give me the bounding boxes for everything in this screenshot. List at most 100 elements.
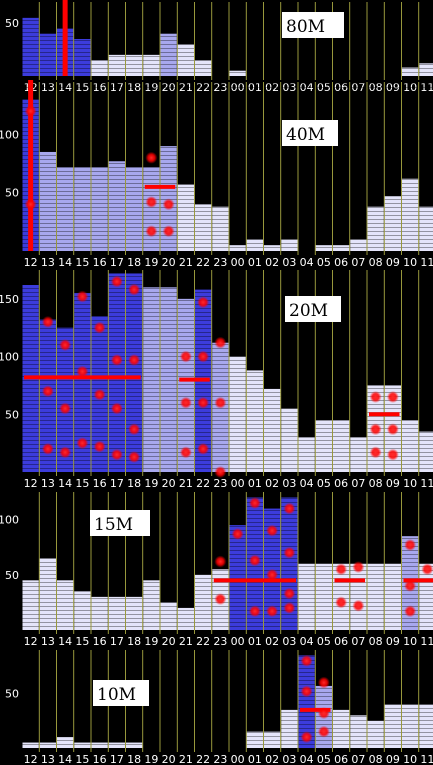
hour-label-15: 15 [75, 753, 89, 765]
y-tick-label: 50 [5, 17, 19, 30]
hour-label-05: 05 [317, 753, 331, 765]
hour-label-12: 12 [24, 477, 38, 490]
data-dot [110, 354, 123, 367]
data-dot [41, 442, 54, 455]
cursor-bar [28, 80, 34, 251]
data-dot [145, 196, 158, 209]
bar-21 [177, 607, 194, 630]
hour-label-20: 20 [162, 256, 176, 269]
bar-02 [264, 388, 281, 472]
hour-label-20: 20 [162, 635, 176, 648]
data-dot [179, 396, 192, 409]
bar-21 [177, 298, 194, 472]
bar-22 [195, 60, 212, 76]
bar-23 [212, 206, 229, 251]
bar-18 [126, 596, 143, 630]
hour-label-08: 08 [369, 753, 383, 765]
bar-11 [419, 63, 433, 76]
bar-06 [333, 245, 350, 251]
bar-13 [39, 558, 56, 630]
band-label-box [93, 680, 149, 706]
hour-label-04: 04 [300, 256, 314, 269]
hour-label-13: 13 [41, 256, 55, 269]
data-dot [214, 555, 227, 568]
hour-label-08: 08 [369, 635, 383, 648]
bar-14 [57, 580, 74, 630]
bar-12 [22, 580, 39, 630]
bar-17 [108, 596, 125, 630]
bar-14 [57, 327, 74, 472]
hour-label-09: 09 [386, 81, 400, 94]
data-dot [179, 350, 192, 363]
hour-label-17: 17 [110, 256, 124, 269]
data-dot [110, 275, 123, 288]
hour-label-03: 03 [282, 635, 296, 648]
hour-label-07: 07 [351, 477, 365, 490]
hour-label-23: 23 [213, 256, 227, 269]
hour-label-01: 01 [248, 477, 262, 490]
data-dot [283, 502, 296, 515]
hour-label-18: 18 [127, 256, 141, 269]
bar-18 [126, 54, 143, 76]
data-dot [283, 601, 296, 614]
bar-11 [419, 431, 433, 472]
data-dot [59, 446, 72, 459]
hour-label-07: 07 [351, 753, 365, 765]
panel-80m: 5012131415161718192021222300010203040506… [5, 0, 433, 94]
bar-06 [333, 420, 350, 472]
band-label: 40M [286, 125, 325, 145]
bar-16 [91, 60, 108, 76]
hour-label-15: 15 [75, 256, 89, 269]
data-dot [300, 731, 313, 744]
data-dot [386, 390, 399, 403]
bar-09 [384, 196, 401, 251]
bar-03 [281, 709, 298, 748]
hour-label-02: 02 [265, 256, 279, 269]
hour-label-00: 00 [231, 256, 245, 269]
data-dot [266, 605, 279, 618]
hour-lines [38, 2, 420, 80]
data-dot [300, 654, 313, 667]
hour-label-10: 10 [403, 81, 417, 94]
hour-label-08: 08 [369, 256, 383, 269]
panel-20m: 50 100 150 12 13 14 15 16 17 18 19 20 21 22 23 00 01 02 03… [0, 270, 433, 490]
data-dot [24, 198, 37, 211]
hour-label-13: 13 [41, 635, 55, 648]
hour-label-21: 21 [179, 81, 193, 94]
bar-13 [39, 151, 56, 251]
bar-04 [298, 655, 315, 748]
band-label-box [90, 510, 150, 536]
bar-09 [384, 704, 401, 748]
data-dot [145, 225, 158, 238]
hour-label-22: 22 [196, 256, 210, 269]
data-dot [128, 283, 141, 296]
hour-label-10: 10 [403, 753, 417, 765]
hour-label-05: 05 [317, 256, 331, 269]
hour-label-17: 17 [110, 753, 124, 765]
data-dot [197, 442, 210, 455]
bar-17 [108, 54, 125, 76]
hour-label-06: 06 [334, 635, 348, 648]
bar-08 [367, 206, 384, 251]
hour-label-23: 23 [213, 477, 227, 490]
hour-label-07: 07 [351, 81, 365, 94]
bar-00 [229, 70, 246, 76]
bar-14 [57, 167, 74, 251]
hour-label-07: 07 [351, 256, 365, 269]
hour-label-05: 05 [317, 477, 331, 490]
bar-13 [39, 33, 56, 76]
hour-label-04: 04 [300, 753, 314, 765]
hour-label-17: 17 [110, 81, 124, 94]
hour-label-15: 15 [75, 477, 89, 490]
hour-label-02: 02 [265, 477, 279, 490]
data-dot [386, 448, 399, 461]
bar-02 [264, 731, 281, 748]
data-dot [317, 725, 330, 738]
data-dot [93, 321, 106, 334]
data-dot [386, 423, 399, 436]
bar-01 [246, 370, 263, 472]
data-dot [335, 596, 348, 609]
hour-label-02: 02 [265, 753, 279, 765]
data-dot [266, 568, 279, 581]
